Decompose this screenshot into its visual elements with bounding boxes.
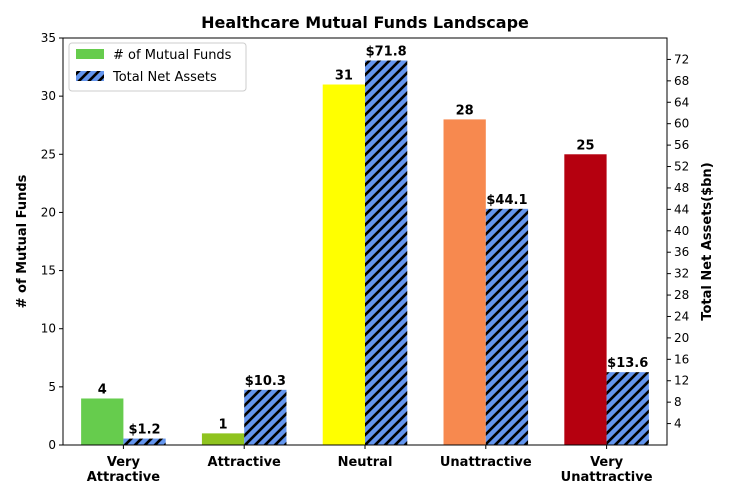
x-tick-label: Very (590, 455, 624, 470)
x-tick-label: Neutral (338, 455, 393, 470)
x-tick-label: Unattractive (561, 470, 653, 485)
y-tick-label-right: 36 (674, 245, 689, 259)
y-tick-label-right: 68 (674, 74, 689, 88)
y-tick-label-right: 60 (674, 117, 689, 131)
y-tick-label-left: 35 (41, 31, 56, 45)
bar-mutual-funds (201, 433, 245, 445)
y-tick-label-right: 20 (674, 331, 689, 345)
bar-mutual-funds (81, 398, 124, 445)
data-label-net-assets: $13.6 (607, 356, 648, 371)
bar-net-assets (606, 372, 649, 445)
bar-net-assets (123, 438, 166, 445)
data-label-mutual-funds: 25 (576, 138, 594, 153)
y-tick-label-right: 40 (674, 224, 689, 238)
y-tick-label-right: 44 (674, 202, 689, 216)
y-tick-label-right: 8 (674, 395, 682, 409)
y-tick-label-right: 28 (674, 288, 689, 302)
x-tick-label: Attractive (87, 470, 161, 485)
data-label-net-assets: $10.3 (245, 374, 286, 389)
bar-net-assets (244, 389, 287, 445)
bar-net-assets (485, 208, 529, 445)
x-tick-label: Attractive (208, 455, 282, 470)
data-label-mutual-funds: 28 (456, 103, 474, 118)
y-tick-label-right: 56 (674, 138, 689, 152)
y-tick-label-right: 16 (674, 352, 689, 366)
x-tick-label: Very (107, 455, 141, 470)
y-tick-label-left: 0 (48, 438, 56, 452)
y-tick-label-right: 64 (674, 95, 689, 109)
legend-swatch-net-assets (76, 71, 104, 81)
data-label-mutual-funds: 4 (98, 382, 107, 397)
bar-mutual-funds (443, 119, 486, 446)
y-tick-label-left: 5 (48, 380, 56, 394)
chart-title: Healthcare Mutual Funds Landscape (201, 13, 529, 32)
y-tick-label-left: 15 (41, 264, 56, 278)
y-tick-label-left: 20 (41, 205, 56, 219)
y-tick-label-right: 4 (674, 417, 682, 431)
y-tick-label-left: 25 (41, 147, 56, 161)
bar-mutual-funds (564, 154, 607, 446)
y-tick-label-right: 48 (674, 181, 689, 195)
data-label-net-assets: $1.2 (129, 423, 161, 438)
legend-label-mutual-funds: # of Mutual Funds (113, 48, 232, 63)
data-label-mutual-funds: 1 (219, 417, 228, 432)
data-label-net-assets: $44.1 (486, 193, 527, 208)
data-label-net-assets: $71.8 (366, 44, 407, 59)
legend-swatch-mutual-funds (76, 49, 104, 59)
y-tick-label-right: 32 (674, 267, 689, 281)
y-tick-label-right: 24 (674, 309, 689, 323)
x-tick-label: Unattractive (440, 455, 532, 470)
y-tick-label-right: 72 (674, 52, 689, 66)
y-axis-label-left: # of Mutual Funds (15, 174, 30, 308)
data-label-mutual-funds: 31 (335, 69, 353, 84)
y-tick-label-left: 10 (41, 322, 56, 336)
legend-label-net-assets: Total Net Assets (112, 70, 217, 85)
legend-box (68, 42, 247, 92)
bar-net-assets (365, 60, 408, 446)
y-axis-label-right: Total Net Assets($bn) (700, 162, 715, 320)
bar-mutual-funds (322, 84, 365, 445)
plot-frame (62, 37, 668, 446)
y-tick-label-left: 30 (41, 89, 56, 103)
y-tick-label-right: 12 (674, 374, 689, 388)
y-tick-label-right: 52 (674, 160, 689, 174)
